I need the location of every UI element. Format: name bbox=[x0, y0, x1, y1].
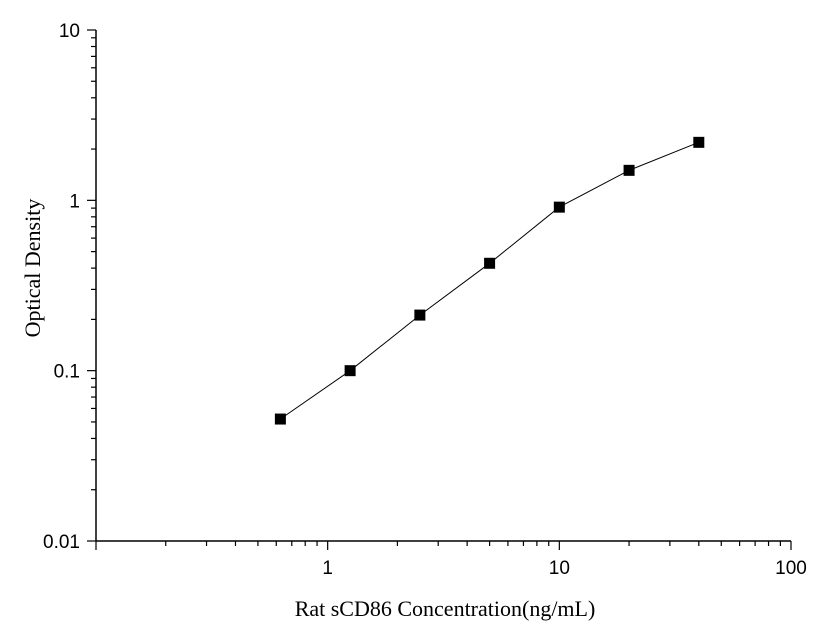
x-tick-label: 10 bbox=[549, 558, 570, 579]
x-axis-title: Rat sCD86 Concentration(ng/mL) bbox=[295, 596, 596, 621]
y-tick-label: 10 bbox=[59, 21, 80, 42]
y-tick-label: 1 bbox=[69, 191, 80, 212]
ticks bbox=[87, 29, 792, 550]
tick-labels: 1 10 100 0.01 0.1 1 10 bbox=[43, 21, 807, 579]
data-point-marker bbox=[553, 201, 565, 213]
x-tick-label: 1 bbox=[322, 558, 333, 579]
data-point-marker bbox=[414, 309, 426, 321]
data-point-marker bbox=[623, 164, 635, 176]
axes bbox=[95, 30, 791, 542]
data-point-marker bbox=[484, 257, 496, 269]
x-tick-label: 100 bbox=[775, 558, 807, 579]
y-tick-label: 0.01 bbox=[43, 532, 80, 553]
y-tick-label: 0.1 bbox=[54, 362, 80, 383]
series-group bbox=[274, 136, 705, 425]
data-point-marker bbox=[344, 365, 356, 377]
data-point-marker bbox=[274, 413, 286, 425]
y-axis-title: Optical Density bbox=[20, 199, 45, 338]
series-line bbox=[280, 141, 699, 420]
data-point-marker bbox=[693, 136, 705, 148]
